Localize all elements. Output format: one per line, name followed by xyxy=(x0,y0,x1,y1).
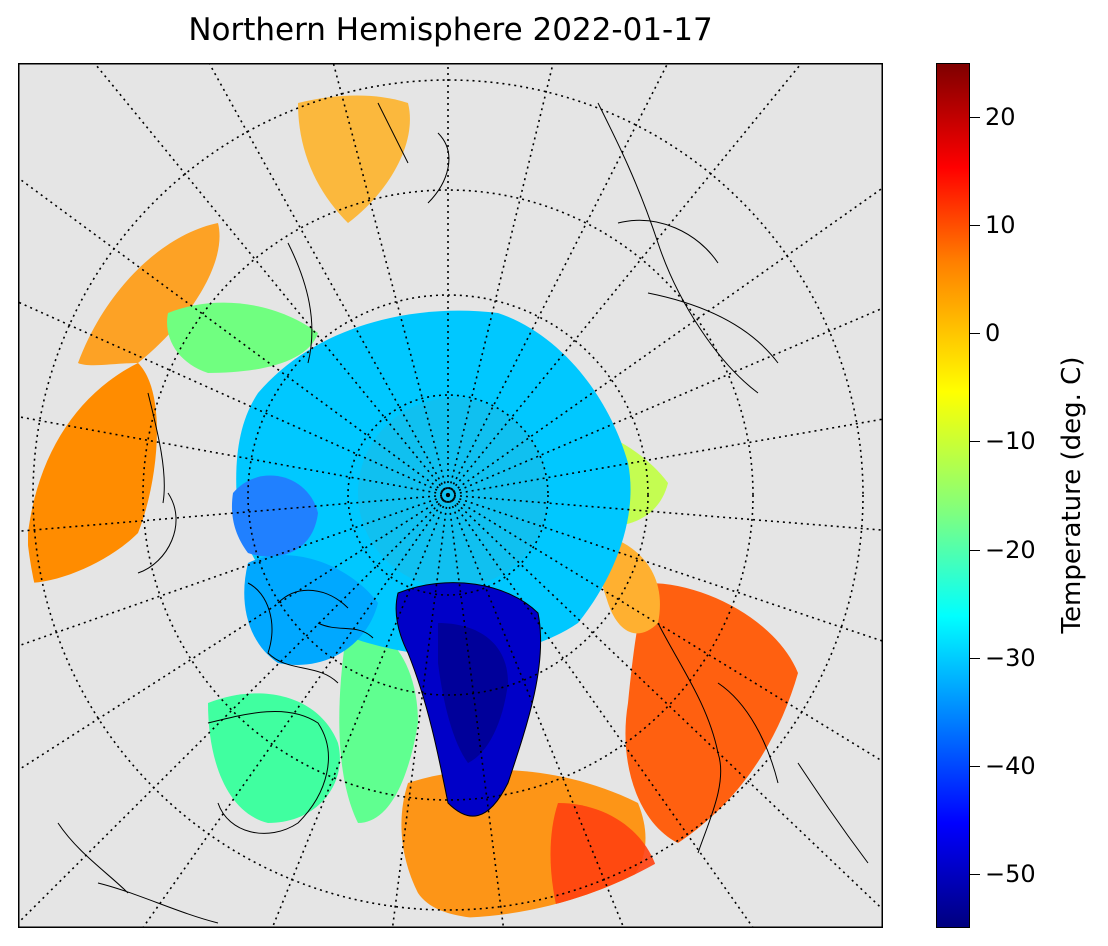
warm-region-north-atlantic xyxy=(298,95,410,223)
mid-region-hudson xyxy=(208,693,340,823)
warm-region-pacific xyxy=(625,583,798,843)
arctic-ocean-blue-patch xyxy=(231,475,318,557)
pole-disk-field xyxy=(358,398,548,588)
mid-region-greenland-sea xyxy=(339,623,418,823)
polar-map-svg xyxy=(18,63,883,928)
colorbar-tick xyxy=(970,657,980,659)
colorbar-tick-label: −50 xyxy=(985,859,1036,888)
mid-region-barents xyxy=(167,302,318,373)
coastlines xyxy=(57,102,869,924)
colorbar-tick xyxy=(970,765,980,767)
colorbar-tick xyxy=(970,441,980,443)
canadian-archipelago-field xyxy=(244,555,378,665)
colorbar-tick-label: 0 xyxy=(985,319,1001,348)
map-border xyxy=(18,63,883,928)
colorbar-tick xyxy=(970,333,980,335)
graticule xyxy=(18,63,883,928)
colorbar xyxy=(936,63,970,928)
colorbar-tick xyxy=(970,549,980,551)
colorbar-tick xyxy=(970,225,980,227)
colorbar-tick xyxy=(970,117,980,119)
colorbar-tick-label: −20 xyxy=(985,535,1036,564)
map-title: Northern Hemisphere 2022-01-17 xyxy=(188,12,713,48)
warm-region-europe xyxy=(28,363,157,583)
colorbar-tick xyxy=(970,873,980,875)
colorbar-tick-label: 20 xyxy=(985,103,1016,132)
colorbar-label: Temperature (deg. C) xyxy=(1057,356,1087,634)
colorbar-tick-label: 10 xyxy=(985,211,1016,240)
colorbar-tick-label: −10 xyxy=(985,427,1036,456)
warm-region-west xyxy=(78,223,220,366)
polar-map[interactable] xyxy=(18,63,883,928)
colorbar-tick-label: −30 xyxy=(985,643,1036,672)
colorbar-tick-label: −40 xyxy=(985,751,1036,780)
